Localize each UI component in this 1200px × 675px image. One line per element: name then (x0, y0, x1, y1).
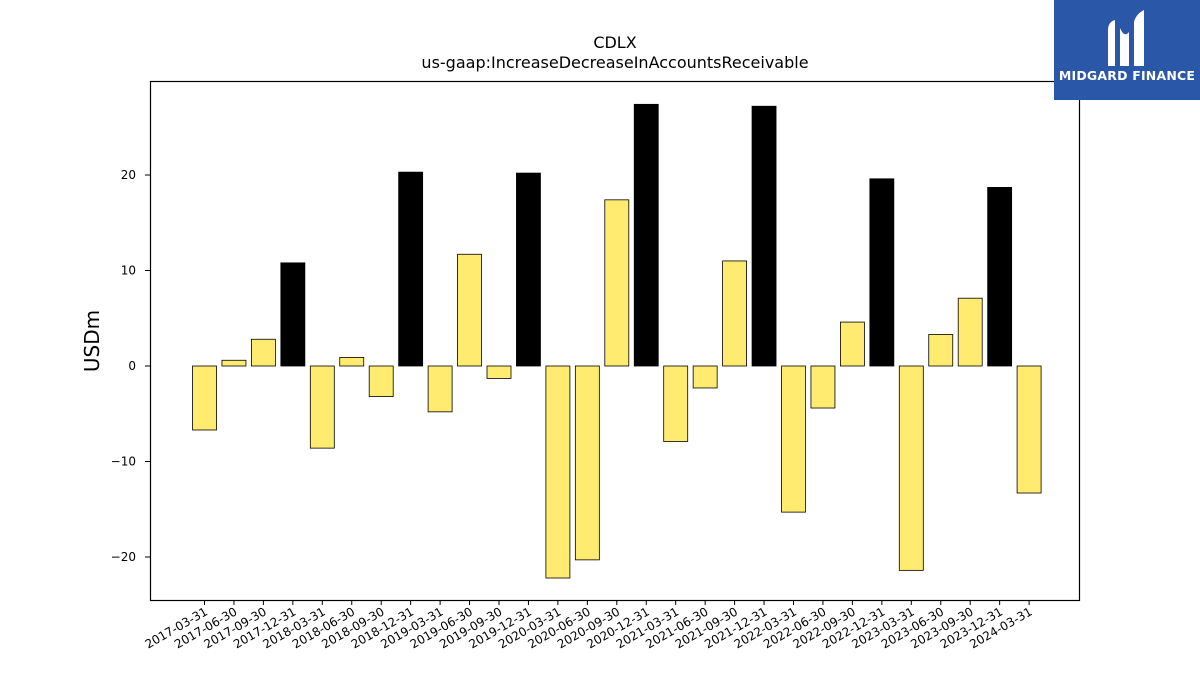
bar-2023-12-31 (987, 187, 1013, 367)
bars-group (192, 103, 1042, 579)
bar-2023-06-30 (928, 334, 954, 367)
bar-2021-06-30 (692, 365, 718, 389)
bar-2017-09-30 (250, 338, 276, 367)
bar-2019-03-31 (427, 365, 453, 413)
bar-2020-06-30 (574, 365, 600, 561)
bar-2018-09-30 (368, 365, 394, 397)
chart-title: CDLX (593, 33, 636, 52)
y-tick-label: −10 (111, 455, 136, 469)
logo-text: MIDGARD FINANCE (1058, 68, 1196, 83)
bar-2021-03-31 (663, 365, 689, 442)
y-tick-label: −20 (111, 550, 136, 564)
bar-2023-09-30 (957, 297, 983, 367)
y-axis-label: USDm (80, 310, 104, 372)
bar-2024-03-31 (1016, 365, 1042, 494)
bar-2017-06-30 (221, 359, 247, 367)
bar-2022-06-30 (810, 365, 836, 409)
bar-2023-03-31 (898, 365, 924, 571)
bar-2018-06-30 (339, 357, 365, 367)
bar-2022-03-31 (781, 365, 806, 513)
bar-2020-12-31 (633, 103, 659, 367)
chart-subtitle: us-gaap:IncreaseDecreaseInAccountsReceiv… (421, 53, 808, 72)
bar-2017-03-31 (192, 365, 217, 431)
bar-2020-09-30 (604, 199, 630, 367)
y-tick-label: 10 (121, 264, 136, 278)
bar-2021-09-30 (722, 260, 747, 367)
bar-2018-03-31 (309, 365, 335, 449)
bar-2022-12-31 (869, 178, 895, 367)
bar-2020-03-31 (545, 365, 571, 579)
y-tick-label: 20 (121, 168, 136, 182)
bar-2017-12-31 (280, 262, 306, 367)
bar-2019-12-31 (516, 172, 541, 367)
y-ticks-group: −20 −10 0 10 20 (111, 168, 150, 564)
bar-2018-12-31 (398, 171, 424, 367)
midgard-logo-mark-icon (1108, 10, 1144, 66)
x-ticks-group: 2017-03-312017-06-302017-09-302017-12-31… (143, 600, 1035, 651)
bar-2019-06-30 (457, 253, 482, 367)
bar-2021-12-31 (751, 105, 777, 367)
bar-2019-09-30 (486, 365, 512, 379)
plot-frame (149, 80, 1081, 602)
bar-2022-09-30 (840, 321, 865, 367)
midgard-finance-logo: MIDGARD FINANCE (1054, 0, 1200, 100)
y-tick-label: 0 (128, 359, 136, 373)
